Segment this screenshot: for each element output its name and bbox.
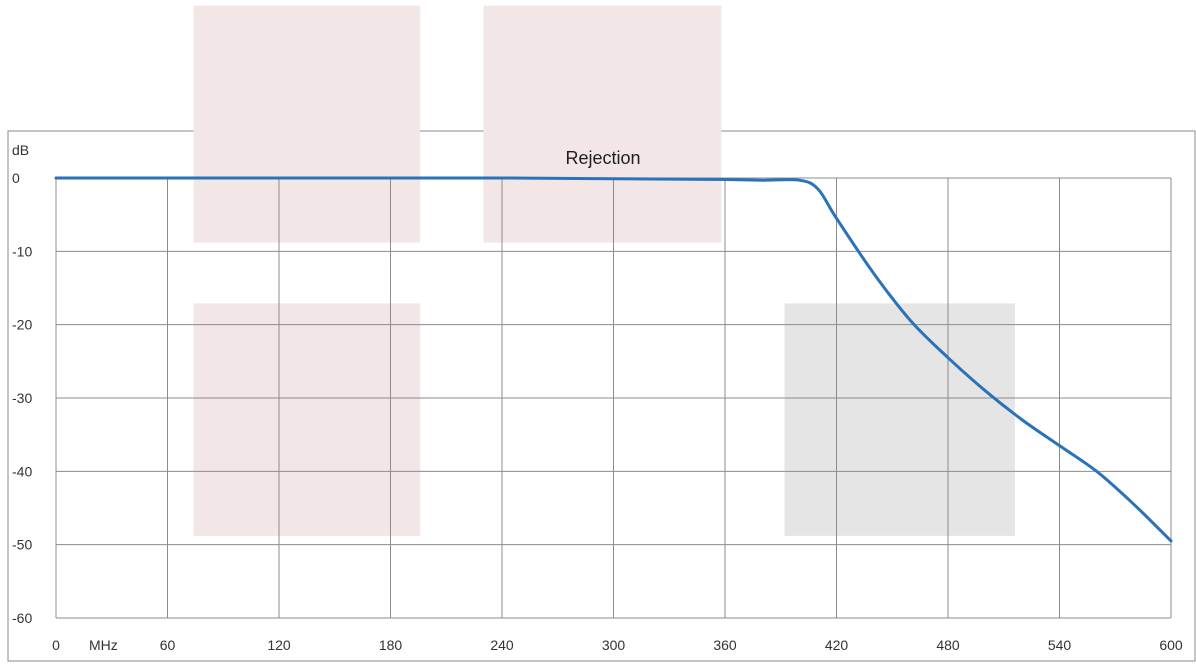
x-tick-label: 120 — [267, 637, 291, 653]
x-tick-label: 240 — [490, 637, 514, 653]
x-tick-label: 480 — [936, 637, 960, 653]
series-group — [54, 176, 1173, 543]
y-tick-label: -30 — [12, 390, 32, 406]
shaded-region-3 — [193, 303, 421, 536]
x-tick-label: 180 — [379, 637, 403, 653]
x-tick-label: 540 — [1048, 637, 1072, 653]
tick-labels: 0 60 120 180 240 300 360 420 480 540 600 0 -10 -20 -30… — [12, 170, 1183, 653]
x-tick-label: 0 — [52, 637, 60, 653]
shaded-region-2 — [483, 5, 722, 243]
y-tick-label: -50 — [12, 537, 32, 553]
y-tick-label: 0 — [12, 170, 20, 186]
shaded-regions — [193, 5, 1015, 536]
x-axis-label: MHz — [89, 637, 118, 653]
x-tick-label: 300 — [602, 637, 626, 653]
series-line-1 — [54, 176, 1173, 543]
x-tick-label: 600 — [1159, 637, 1183, 653]
grid — [55, 177, 1172, 619]
y-axis-label: dB — [12, 142, 29, 158]
shaded-region-1 — [193, 5, 421, 243]
y-tick-label: -20 — [12, 317, 32, 333]
x-tick-label: 60 — [160, 637, 176, 653]
y-tick-label: -40 — [12, 463, 32, 479]
x-tick-label: 420 — [825, 637, 849, 653]
y-tick-label: -60 — [12, 610, 32, 626]
x-tick-label: 360 — [713, 637, 737, 653]
y-tick-label: -10 — [12, 243, 32, 259]
chart-title: Rejection — [565, 148, 640, 168]
shaded-region-4 — [784, 303, 1015, 536]
